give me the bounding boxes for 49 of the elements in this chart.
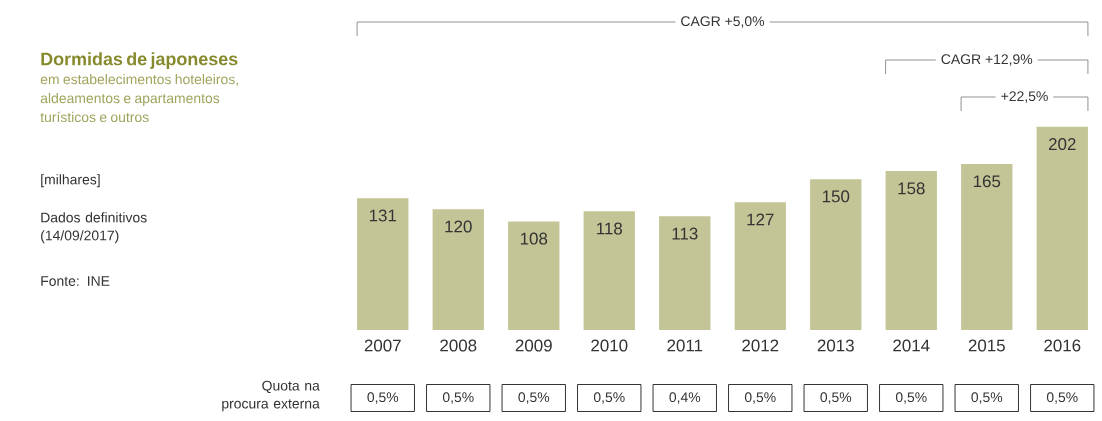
- data-label: 158: [898, 182, 925, 195]
- x-tick-label: 2007: [364, 339, 401, 352]
- text: 0,5%: [518, 392, 550, 404]
- text: 0,5%: [820, 392, 852, 404]
- x-tick-label: 2013: [817, 339, 854, 352]
- data-label: 150: [822, 190, 850, 203]
- bar: [885, 171, 937, 330]
- data-label: 127: [747, 213, 774, 226]
- bar: [1036, 126, 1088, 330]
- bar: [432, 209, 484, 330]
- bar: [583, 211, 635, 330]
- x-tick-label: 2015: [968, 339, 1005, 352]
- x-tick-label: 2009: [515, 339, 552, 352]
- x-tick-label: 2010: [591, 339, 628, 352]
- bar: [734, 202, 786, 330]
- bar: [659, 216, 711, 330]
- text: +22,5%: [1001, 91, 1048, 103]
- text: 0,5%: [593, 392, 625, 404]
- text: 0,5%: [971, 392, 1003, 404]
- source-note: Fonte: INE: [41, 276, 110, 286]
- text: 0,5%: [744, 392, 776, 404]
- text: 0,5%: [1046, 392, 1078, 404]
- text: CAGR +5,0%: [681, 16, 765, 28]
- data-label: 202: [1049, 138, 1076, 151]
- text: Dados definitivos (14/09/2017): [41, 212, 147, 244]
- text: 0,5%: [895, 392, 927, 404]
- text: Dormidas de japoneses: [41, 52, 238, 69]
- x-tick-label: 2008: [440, 339, 477, 352]
- x-tick-label: 2016: [1044, 339, 1081, 352]
- bar: [961, 164, 1013, 330]
- data-label: 165: [973, 175, 1001, 188]
- x-tick-label: 2012: [742, 339, 779, 352]
- x-tick-label: 2014: [893, 339, 930, 352]
- x-tick-label: 2011: [667, 339, 703, 352]
- bar: [357, 198, 409, 330]
- data-label: 108: [520, 232, 548, 245]
- text: 0,5%: [367, 392, 399, 404]
- data-label: 118: [597, 222, 623, 235]
- bar: [508, 221, 560, 330]
- text: [milhares]: [41, 174, 100, 188]
- text: CAGR +12,9%: [941, 54, 1033, 66]
- data-label: 113: [672, 227, 698, 240]
- data-label: 120: [445, 220, 472, 233]
- text: 0,4%: [669, 392, 701, 404]
- text: 0,5%: [442, 392, 474, 404]
- data-label: 131: [369, 209, 397, 222]
- bar: [810, 179, 862, 330]
- text: em estabelecimentos hoteleiros, aldeamentos e apartamentos turísticos e outros: [40, 74, 238, 123]
- text: Quota na procura externa: [222, 380, 320, 412]
